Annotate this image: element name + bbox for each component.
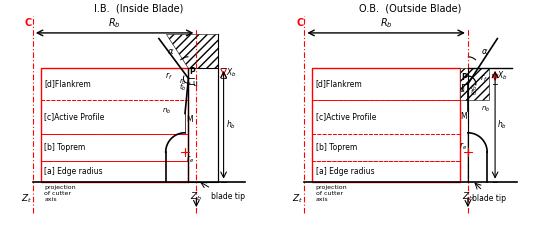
Text: $t_b$: $t_b$ [179, 81, 187, 93]
Text: $r_f$: $r_f$ [481, 73, 488, 84]
Text: O.B.  (Outside Blade): O.B. (Outside Blade) [359, 3, 461, 13]
Text: $Z_t$: $Z_t$ [292, 193, 304, 205]
Text: [b] Toprem: [b] Toprem [45, 143, 85, 152]
Text: $h_b$: $h_b$ [226, 118, 236, 131]
Text: $Z_b$: $Z_b$ [462, 191, 474, 203]
Polygon shape [460, 68, 468, 100]
Text: $h_b$: $h_b$ [497, 118, 507, 131]
Bar [312, 100, 460, 134]
Text: $\alpha$: $\alpha$ [167, 47, 174, 56]
Text: $X_b$: $X_b$ [226, 67, 237, 79]
Text: $R_b$: $R_b$ [380, 16, 393, 30]
Text: $\alpha$: $\alpha$ [481, 47, 489, 56]
Text: [d]Flankrem: [d]Flankrem [316, 79, 363, 89]
Text: $n_b$: $n_b$ [482, 104, 491, 114]
Text: projection
of cutter
axis: projection of cutter axis [45, 185, 76, 202]
Text: $Z_b$: $Z_b$ [190, 191, 203, 203]
Text: $Z_t$: $Z_t$ [21, 193, 32, 205]
Text: $r_b$: $r_b$ [470, 83, 477, 93]
Polygon shape [166, 34, 218, 68]
Text: [b] Toprem: [b] Toprem [316, 143, 357, 152]
Bar [312, 161, 460, 182]
Text: $R_b$: $R_b$ [108, 16, 121, 30]
Text: [c]Active Profile: [c]Active Profile [316, 112, 376, 121]
Bar [41, 68, 188, 100]
Text: blade tip: blade tip [472, 194, 507, 203]
Bar [312, 68, 460, 100]
Text: I.B.  (Inside Blade): I.B. (Inside Blade) [94, 3, 183, 13]
Text: C: C [296, 18, 304, 28]
Text: $t_b$: $t_b$ [470, 87, 477, 98]
Bar [41, 68, 188, 182]
Polygon shape [468, 68, 489, 100]
Text: M: M [460, 112, 467, 121]
Text: [a] Edge radius: [a] Edge radius [45, 167, 103, 176]
Bar [41, 161, 188, 182]
Text: $r_f$: $r_f$ [165, 70, 173, 82]
Text: P: P [461, 73, 467, 82]
Text: P: P [190, 67, 195, 76]
Text: C: C [24, 18, 32, 28]
Bar [312, 134, 460, 161]
Text: [d]Flankrem: [d]Flankrem [45, 79, 91, 89]
Text: blade tip: blade tip [211, 192, 245, 201]
Text: $r_b$: $r_b$ [179, 77, 187, 87]
Bar [41, 134, 188, 161]
Text: [c]Active Profile: [c]Active Profile [45, 112, 105, 121]
Text: $r_e$: $r_e$ [186, 153, 194, 165]
Text: $r_e$: $r_e$ [458, 140, 467, 152]
Text: u: u [192, 79, 197, 89]
Text: M: M [186, 115, 193, 124]
Bar [312, 68, 460, 182]
Text: u: u [459, 85, 464, 94]
Text: [a] Edge radius: [a] Edge radius [316, 167, 374, 176]
Text: projection
of cutter
axis: projection of cutter axis [316, 185, 348, 202]
Bar [41, 100, 188, 134]
Text: $X_b$: $X_b$ [497, 70, 508, 82]
Text: $n_b$: $n_b$ [162, 107, 172, 116]
